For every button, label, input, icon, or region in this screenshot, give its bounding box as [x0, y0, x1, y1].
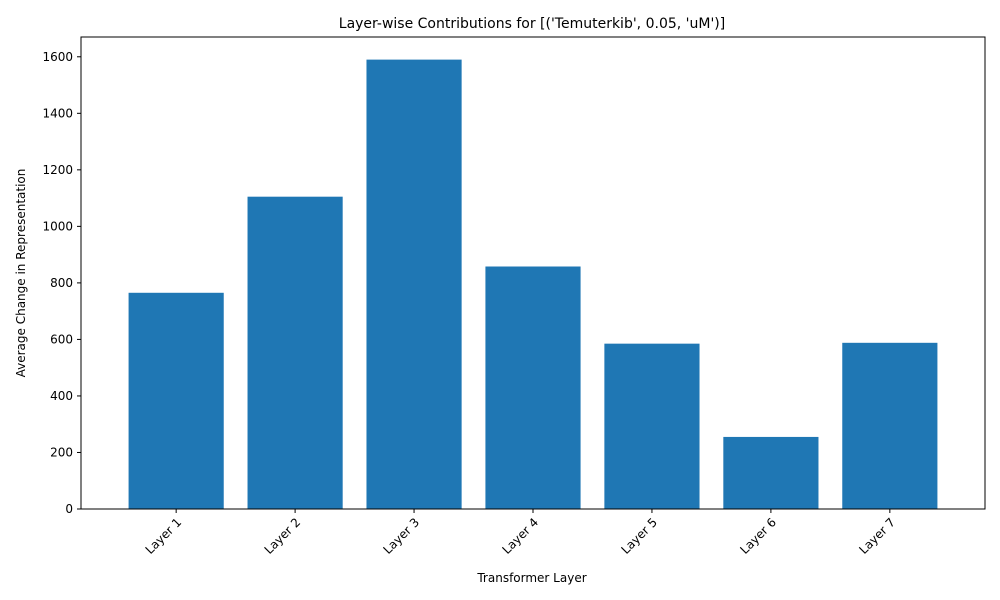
y-tick-label: 1400: [42, 106, 73, 120]
bar-5: [604, 343, 700, 509]
x-tick-label: Layer 1: [143, 515, 185, 557]
y-tick-label: 1000: [42, 219, 73, 233]
x-tick-label: Layer 6: [737, 515, 779, 557]
y-tick-label: 600: [50, 332, 73, 346]
bar-4: [485, 266, 581, 509]
y-tick-label: 1200: [42, 163, 73, 177]
bar-2: [247, 196, 343, 509]
bar-7: [842, 342, 938, 509]
y-tick-label: 400: [50, 389, 73, 403]
bar-3: [366, 59, 462, 509]
x-tick-label: Layer 3: [381, 515, 423, 557]
x-axis-label: Transformer Layer: [476, 571, 586, 585]
x-tick-label: Layer 5: [618, 515, 660, 557]
y-axis: 0 200 400 600 800 1000 1200 1400 1600: [42, 50, 81, 516]
bars-group: [128, 59, 938, 509]
bar-1: [128, 292, 224, 509]
x-tick-label: Layer 2: [262, 515, 304, 557]
y-tick-label: 1600: [42, 50, 73, 64]
x-axis: Layer 1 Layer 2 Layer 3 Layer 4 Layer 5 Layer…: [143, 509, 898, 557]
y-axis-label: Average Change in Representation: [14, 169, 28, 378]
y-tick-label: 0: [65, 502, 73, 516]
plot-frame: [80, 36, 986, 510]
x-tick-label: Layer 7: [856, 515, 898, 557]
chart-title: Layer-wise Contributions for [('Temuterk…: [339, 16, 725, 32]
y-tick-label: 200: [50, 445, 73, 459]
bar-6: [723, 436, 819, 509]
y-tick-label: 800: [50, 276, 73, 290]
x-tick-label: Layer 4: [499, 515, 541, 557]
